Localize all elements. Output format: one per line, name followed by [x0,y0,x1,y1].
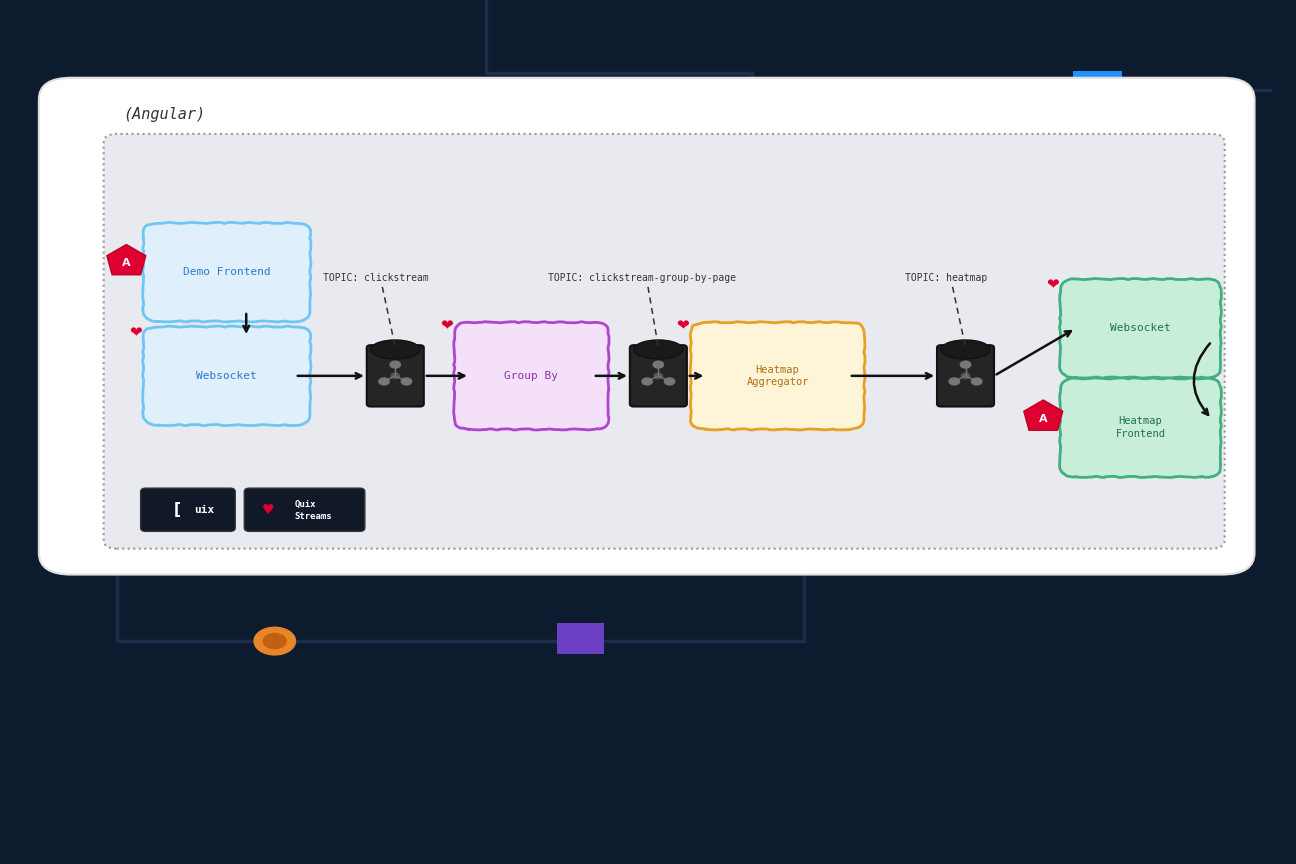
FancyBboxPatch shape [140,488,236,531]
Text: Quix: Quix [294,500,316,509]
Polygon shape [106,245,145,275]
Circle shape [391,373,399,378]
Text: ❤: ❤ [1046,277,1059,293]
FancyBboxPatch shape [244,488,365,531]
Circle shape [960,361,971,368]
FancyBboxPatch shape [367,346,424,407]
Text: TOPIC: clickstream-group-by-page: TOPIC: clickstream-group-by-page [547,273,736,283]
FancyBboxPatch shape [143,223,311,321]
Text: uix: uix [194,505,215,515]
Text: A: A [122,258,131,268]
FancyBboxPatch shape [454,322,609,429]
Circle shape [263,633,286,649]
FancyBboxPatch shape [1060,378,1221,477]
Circle shape [378,378,389,385]
FancyBboxPatch shape [1060,279,1221,378]
Text: Group By: Group By [504,371,559,381]
Text: [: [ [174,502,181,518]
Text: Demo Frontend: Demo Frontend [183,267,271,277]
Text: Streams: Streams [294,512,332,521]
Text: (Angular): (Angular) [123,107,205,122]
Circle shape [402,378,412,385]
FancyBboxPatch shape [557,623,604,654]
FancyBboxPatch shape [937,346,994,407]
Text: TOPIC: heatmap: TOPIC: heatmap [905,273,988,283]
Text: A: A [1039,414,1047,423]
Circle shape [665,378,675,385]
Circle shape [254,627,295,655]
Text: ❤: ❤ [441,318,452,334]
Text: ❤: ❤ [130,325,141,340]
FancyBboxPatch shape [630,346,687,407]
FancyBboxPatch shape [691,322,864,429]
FancyBboxPatch shape [39,78,1255,575]
Text: ❤: ❤ [677,318,689,334]
Ellipse shape [941,340,990,359]
Text: ♥: ♥ [262,503,275,517]
Ellipse shape [371,340,420,359]
Text: TOPIC: clickstream: TOPIC: clickstream [323,273,429,283]
Circle shape [972,378,982,385]
FancyBboxPatch shape [143,327,311,425]
Circle shape [654,373,662,378]
FancyBboxPatch shape [1073,71,1122,109]
Ellipse shape [634,340,683,359]
Text: Websocket: Websocket [1111,323,1170,334]
Circle shape [653,361,664,368]
Text: Heatmap
Aggregator: Heatmap Aggregator [746,365,809,387]
Circle shape [642,378,652,385]
FancyBboxPatch shape [104,134,1225,549]
Polygon shape [1024,400,1063,430]
Circle shape [949,378,959,385]
Text: Heatmap
Frontend: Heatmap Frontend [1116,416,1165,439]
Circle shape [390,361,400,368]
Circle shape [962,373,969,378]
Text: Websocket: Websocket [197,371,257,381]
